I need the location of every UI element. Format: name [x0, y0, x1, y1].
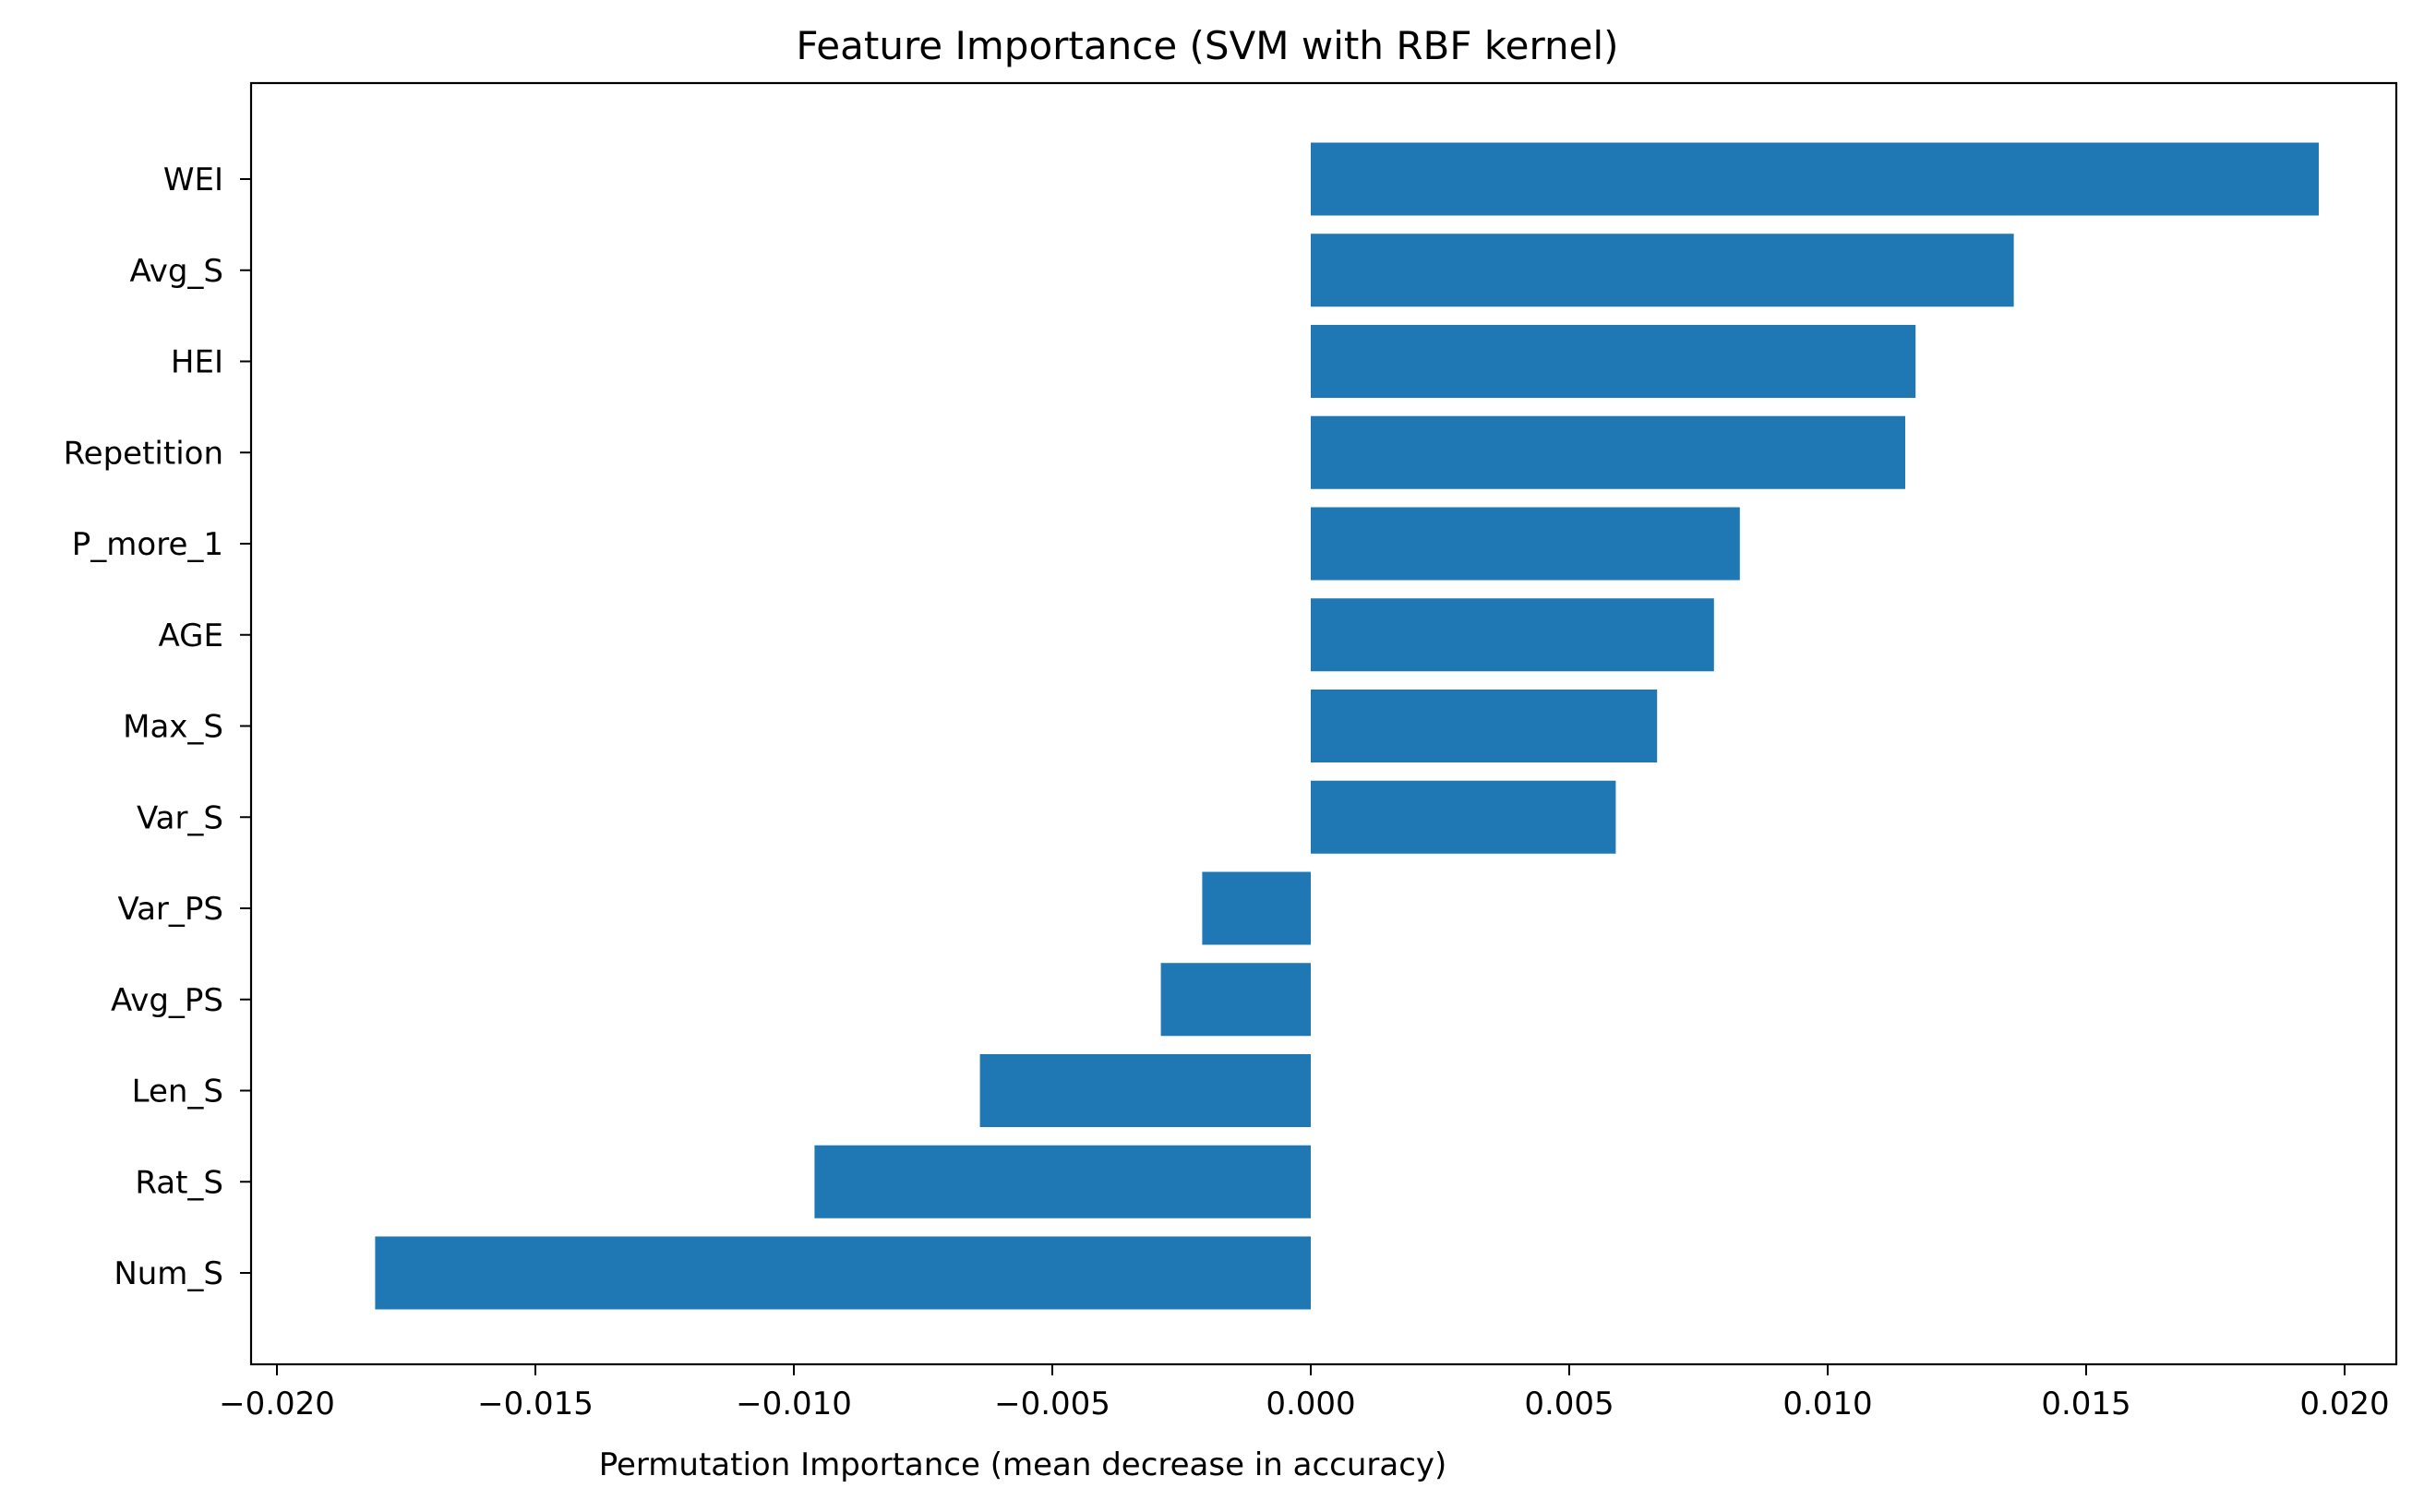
y-tick-label: Max_S: [123, 709, 223, 746]
bar-max-s: [1311, 690, 1658, 762]
x-tick-label: 0.015: [2041, 1386, 2130, 1422]
bar-p-more-1: [1311, 507, 1740, 581]
plot-frame: [249, 81, 2398, 1366]
bar-var-s: [1311, 780, 1616, 854]
x-tick-label: 0.020: [2299, 1386, 2389, 1422]
y-tick-label: Var_PS: [117, 891, 223, 928]
bar-avg-ps: [1160, 963, 1311, 1037]
x-tick-label: −0.005: [994, 1386, 1110, 1422]
bar-repetition: [1311, 415, 1905, 489]
y-tick-label: Avg_S: [129, 253, 223, 290]
y-tick-label: Var_S: [137, 799, 223, 836]
x-axis-ticks: −0.020 −0.015 −0.010 −0.005 0.000 0.005 0.010 0…: [219, 1364, 2390, 1422]
x-tick-label: 0.000: [1266, 1386, 1355, 1422]
y-tick-label: HEI: [171, 344, 223, 381]
y-tick-label: P_more_1: [72, 526, 223, 563]
x-tick-label: 0.005: [1524, 1386, 1614, 1422]
x-tick-label: 0.010: [1782, 1386, 1872, 1422]
bar-hei: [1311, 325, 1916, 398]
chart-title: Feature Importance (SVM with RBF kernel): [796, 23, 1618, 68]
y-tick-label: Rat_S: [135, 1164, 223, 1201]
x-axis-label: Permutation Importance (mean decrease in…: [599, 1446, 1447, 1483]
bar-var-ps: [1202, 871, 1311, 945]
y-tick-label: Len_S: [132, 1074, 223, 1110]
bar-wei: [1311, 142, 2319, 216]
y-tick-label: Repetition: [64, 435, 223, 472]
bars-layer: [375, 142, 2319, 1310]
y-tick-label: Avg_PS: [111, 982, 223, 1019]
bar-len-s: [979, 1054, 1311, 1127]
bar-rat-s: [814, 1145, 1311, 1218]
x-tick-label: −0.015: [477, 1386, 594, 1422]
bar-num-s: [375, 1236, 1311, 1310]
y-tick-label: Num_S: [114, 1255, 223, 1292]
y-tick-label: WEI: [163, 162, 223, 198]
bar-age: [1311, 598, 1714, 672]
bar-avg-s: [1311, 234, 2014, 307]
y-axis-ticks: WEI Avg_S HEI Repetition P_more_1 AGE Max_S Var…: [64, 162, 251, 1292]
x-tick-label: −0.020: [219, 1386, 335, 1422]
x-tick-label: −0.010: [736, 1386, 852, 1422]
y-tick-label: AGE: [159, 618, 224, 654]
